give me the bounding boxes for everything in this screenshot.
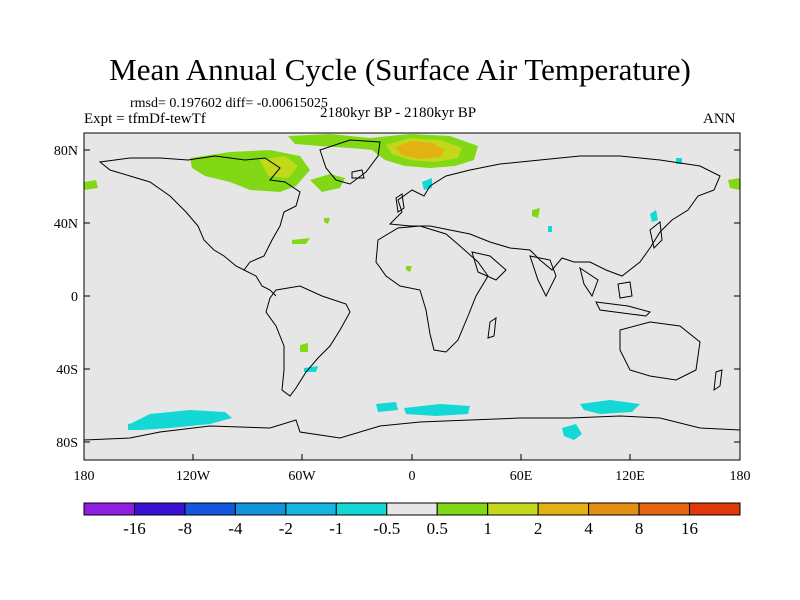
lat-labels: 80N 40N 0 40S 80S	[54, 144, 78, 451]
colorbar-label: 0.5	[427, 519, 448, 538]
period-label: 2180kyr BP - 2180kyr BP	[320, 105, 477, 121]
lon-label-0: 0	[409, 469, 416, 484]
colorbar-swatch	[537, 502, 590, 516]
stats-text: rmsd= 0.197602 diff= -0.00615025	[130, 96, 328, 111]
colorbar-swatch	[234, 502, 287, 516]
colorbar-label: 2	[534, 519, 543, 538]
colorbar-swatch	[386, 502, 438, 516]
colorbar-swatch	[285, 502, 337, 516]
lat-label-80n: 80N	[54, 144, 78, 159]
lat-label-0: 0	[71, 290, 78, 305]
colorbar-label: -8	[178, 519, 192, 538]
colorbar-swatch	[487, 502, 539, 516]
colorbar-label: -16	[123, 519, 146, 538]
colorbar-swatch	[83, 502, 135, 516]
coastlines	[83, 139, 741, 441]
lat-label-40s: 40S	[56, 363, 78, 378]
colorbar-swatch	[184, 502, 236, 516]
colorbar-swatch	[638, 502, 691, 516]
experiment-label: Expt = tfmDf-tewTf	[84, 111, 206, 127]
cool-anomaly-patches	[128, 158, 682, 440]
colorbar-swatch	[689, 502, 741, 516]
colorbar-swatch	[335, 502, 388, 516]
season-label: ANN	[703, 111, 736, 127]
lon-label-180w: 180	[74, 469, 95, 484]
colorbar-swatch	[588, 502, 640, 516]
colorbar-label: -1	[329, 519, 343, 538]
lon-label-60e: 60E	[510, 469, 533, 484]
lon-label-180e: 180	[730, 469, 751, 484]
colorbar: -16 -8 -4 -2 -1 -0.5 0.5 1 2 4 8 16	[83, 502, 741, 538]
colorbar-label: -0.5	[373, 519, 400, 538]
colorbar-label: 16	[681, 519, 698, 538]
chart-title: Mean Annual Cycle (Surface Air Temperatu…	[109, 52, 691, 87]
lon-label-120w: 120W	[176, 469, 211, 484]
lon-labels: 180 120W 60W 0 60E 120E 180	[74, 469, 751, 484]
lat-label-80s: 80S	[56, 436, 78, 451]
colorbar-label: 4	[584, 519, 593, 538]
lon-ticks	[83, 454, 741, 460]
colorbar-label: 8	[635, 519, 644, 538]
colorbar-swatch	[133, 502, 186, 516]
colorbar-label: -2	[279, 519, 293, 538]
lat-label-40n: 40N	[54, 217, 78, 232]
lat-ticks	[84, 149, 740, 443]
colorbar-swatch	[436, 502, 489, 516]
lon-label-120e: 120E	[615, 469, 645, 484]
colorbar-label: -4	[228, 519, 243, 538]
lon-label-60w: 60W	[288, 469, 316, 484]
colorbar-label: 1	[483, 519, 492, 538]
